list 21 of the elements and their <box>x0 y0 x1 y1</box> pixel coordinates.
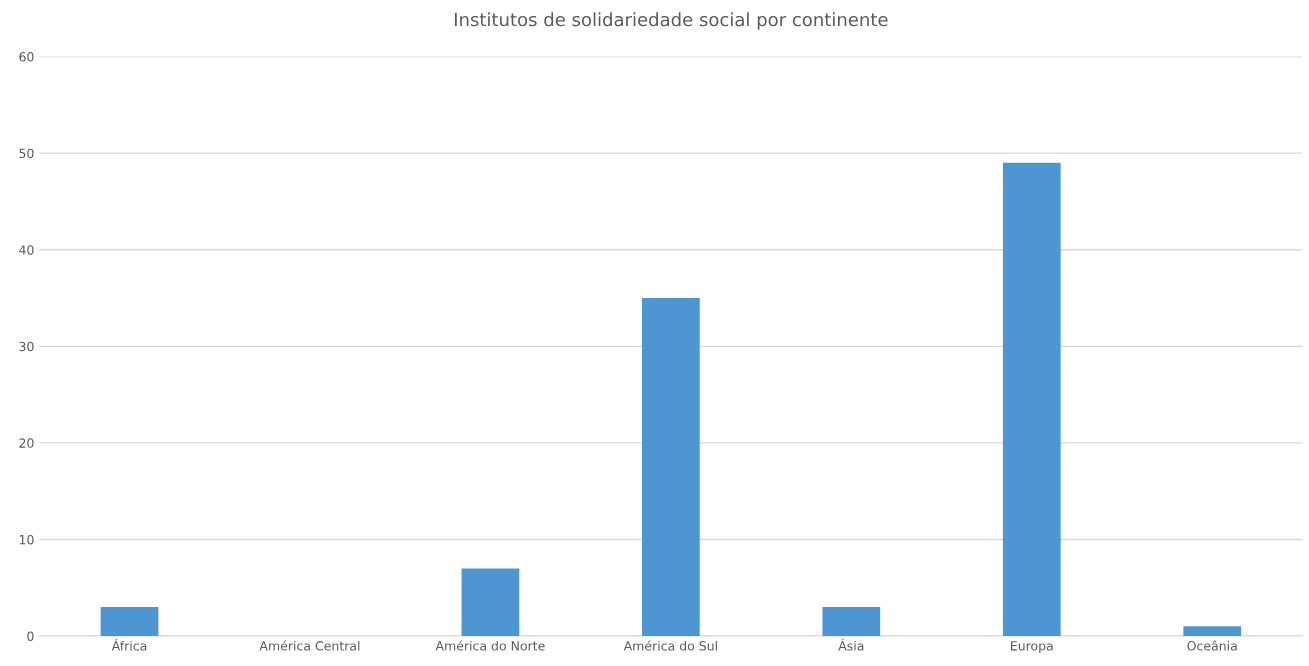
y-tick-label: 50 <box>19 148 34 159</box>
bar <box>1002 162 1061 637</box>
x-tick-label: América do Sul <box>623 640 717 651</box>
x-tick-label: Oceânia <box>1187 640 1237 651</box>
x-tick-label: América do Norte <box>435 640 545 651</box>
bar <box>822 607 881 637</box>
y-tick-label: 20 <box>19 438 34 448</box>
bar <box>461 568 520 637</box>
bar <box>1183 626 1242 637</box>
y-tick-label: 60 <box>19 52 34 62</box>
y-tick-label: 40 <box>19 245 34 255</box>
y-tick-label: 30 <box>19 341 34 352</box>
x-tick-label: África <box>111 638 147 651</box>
bar <box>100 607 159 637</box>
chart-title: Institutos de solidariedade social por continente <box>454 12 888 30</box>
y-tick-label: 0 <box>27 631 34 641</box>
x-tick-label: Europa <box>1011 641 1053 653</box>
y-tick-label: 10 <box>19 534 34 545</box>
bar <box>641 298 700 637</box>
x-tick-label: América Central <box>259 640 360 651</box>
x-tick-label: Ásia <box>838 638 864 651</box>
